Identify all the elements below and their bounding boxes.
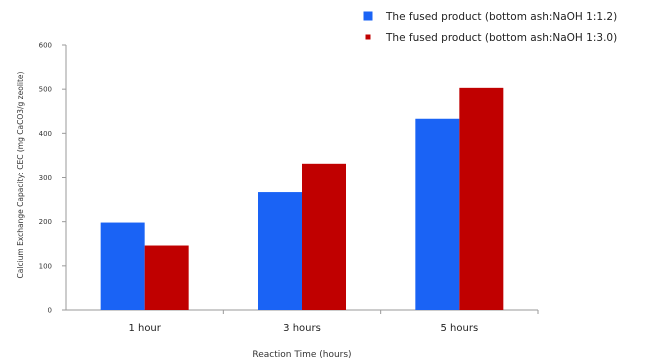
bar-2-1 (144, 245, 189, 310)
bar-1-1 (100, 222, 145, 310)
y-tick-label: 600 (39, 42, 52, 50)
bar-2-3 (459, 87, 504, 310)
bar-1-3 (415, 118, 460, 310)
y-axis-title: Calcium Exchange Capacity: CEC (mg CaCO3… (16, 71, 25, 278)
legend-swatch (365, 34, 371, 40)
y-tick-label: 400 (39, 130, 52, 138)
x-tick-label: 5 hours (441, 323, 479, 334)
legend-label: The fused product (bottom ash:NaOH 1:3.0… (385, 32, 617, 44)
x-axis-title: Reaction Time (hours) (252, 350, 351, 360)
y-tick-label: 300 (39, 174, 52, 182)
y-tick-label: 0 (48, 307, 52, 315)
labels-layer: 0 100 200 300 400 500 600 1 hour 3 hours 5 hours (39, 42, 479, 335)
y-tick-label: 200 (39, 218, 52, 226)
x-tick-label: 1 hour (128, 323, 161, 334)
bar-2-2 (302, 163, 346, 310)
bars-layer (100, 87, 504, 310)
y-tick-label: 100 (39, 262, 52, 270)
bar-1-2 (258, 192, 302, 310)
y-tick-label: 500 (39, 86, 52, 94)
legend: The fused product (bottom ash:NaOH 1:1.2… (363, 11, 617, 44)
x-tick-label: 3 hours (283, 323, 321, 334)
legend-swatch (363, 11, 373, 21)
legend-label: The fused product (bottom ash:NaOH 1:1.2… (385, 11, 617, 23)
